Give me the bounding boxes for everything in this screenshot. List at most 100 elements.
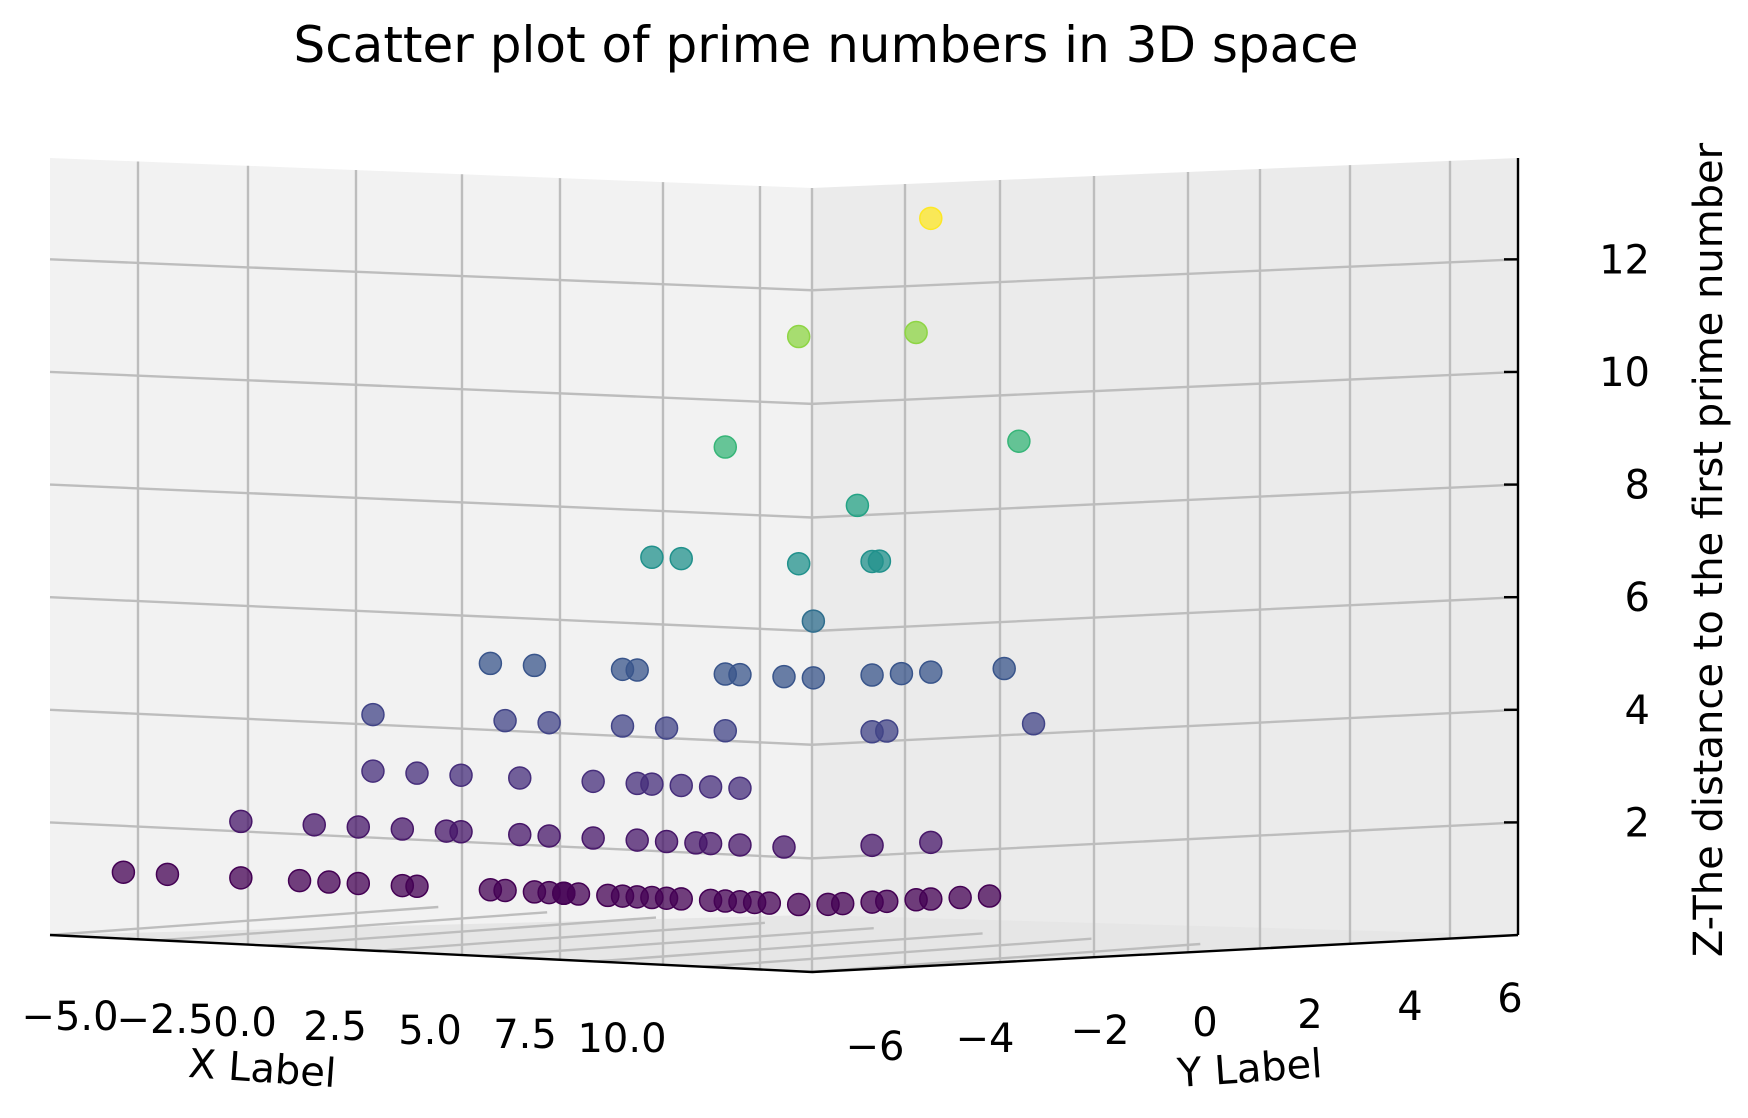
scatter-point	[508, 766, 532, 790]
y-axis-title: Y Label	[1175, 1041, 1324, 1097]
floor-grid-line	[267, 916, 657, 947]
z-tick-label: 10	[1599, 350, 1650, 396]
grid-lines	[49, 160, 1519, 974]
scatter-point	[390, 817, 415, 841]
scatter-point	[904, 320, 928, 345]
scatter-point	[155, 862, 180, 887]
scatter-point	[287, 868, 312, 893]
z-tick-label: 8	[1625, 463, 1650, 509]
grid-line-horizontal	[49, 708, 1519, 746]
scatter-point	[625, 828, 649, 852]
scatter-point	[405, 874, 429, 899]
x-axis-title: X Label	[187, 1041, 338, 1097]
floor-grid-line	[49, 905, 439, 937]
scatter-point	[992, 656, 1016, 681]
scatter-point	[948, 885, 972, 910]
scatter-point	[728, 776, 752, 800]
y-tick-label: 0	[1192, 1000, 1217, 1046]
z-axis-title: Z-The distance to the first prime number	[1686, 142, 1732, 957]
scatter-point	[610, 714, 635, 738]
scatter-point	[757, 891, 782, 915]
y-tick-label: −6	[846, 1024, 905, 1070]
floor-grid-line	[376, 921, 765, 953]
scatter-point	[867, 549, 892, 573]
scatter-point	[889, 661, 914, 686]
scatter-point	[405, 761, 429, 785]
scatter-point	[654, 829, 679, 854]
scatter-point	[772, 835, 796, 859]
x-tick-label: 2.5	[303, 1004, 367, 1050]
floor-grid-line	[703, 937, 1092, 968]
scatter-point	[302, 813, 326, 837]
scatter-point	[478, 651, 503, 676]
scatter-point	[728, 833, 752, 857]
scatter-point	[508, 822, 532, 847]
scatter-point	[654, 716, 679, 740]
scatter-point	[669, 773, 693, 798]
floor-grid-line	[811, 942, 1201, 974]
scatter-point	[830, 891, 855, 916]
scatter-point	[977, 884, 1002, 908]
scatter-point	[919, 887, 943, 911]
scatter-point	[537, 710, 561, 735]
floor-axis-line	[49, 933, 1519, 974]
scatter-point	[493, 878, 517, 903]
scatter-point	[669, 546, 693, 571]
left-pane	[50, 158, 812, 972]
z-tick-label: 6	[1625, 575, 1650, 621]
z-tick-label: 2	[1625, 800, 1650, 846]
axes	[49, 158, 1520, 974]
scatter-point	[229, 866, 253, 890]
scatter-point	[493, 708, 517, 733]
floor-grid-line	[485, 926, 874, 958]
scatter-point	[875, 889, 899, 914]
x-tick-label: −5.0	[21, 994, 118, 1040]
y-tick-label: 2	[1297, 992, 1322, 1038]
floor-grid-line	[158, 911, 548, 942]
scatter-point	[229, 809, 253, 834]
grid-line-horizontal	[49, 821, 1519, 860]
scatter-point	[786, 892, 811, 917]
y-tick-label: −2	[1071, 1008, 1130, 1054]
scatter-point	[875, 719, 899, 743]
scatter-point	[522, 653, 547, 678]
grid-line-horizontal	[49, 483, 1519, 519]
chart-title: Scatter plot of prime numbers in 3D spac…	[293, 16, 1358, 74]
scatter-point	[449, 763, 473, 787]
scatter-point	[713, 719, 738, 743]
scatter-point	[566, 882, 591, 906]
y-tick-label: 4	[1397, 984, 1422, 1030]
scatter-point	[581, 769, 605, 794]
scatter-point	[772, 664, 796, 689]
scatter-point	[845, 493, 870, 518]
scatter-point	[537, 824, 561, 848]
scatter-point	[698, 831, 723, 856]
scatter-point	[346, 871, 371, 896]
x-tick-label: 5.0	[398, 1008, 462, 1054]
y-tick-label: −4	[956, 1016, 1015, 1062]
floor-pane	[50, 915, 1518, 972]
x-tick-label: 7.5	[493, 1012, 557, 1058]
scatter-point	[919, 830, 943, 855]
grid-line-horizontal	[49, 370, 1519, 406]
scatter-point	[625, 658, 649, 682]
scatter-point	[317, 870, 341, 894]
scatter-point	[111, 860, 136, 884]
z-tick-label: 12	[1599, 237, 1650, 283]
scatter-point	[361, 759, 385, 783]
scatter-point	[728, 662, 752, 687]
scatter-point	[919, 206, 943, 231]
scatter-point	[449, 820, 473, 844]
y-tick-label: 6	[1497, 976, 1522, 1022]
scatter-point	[786, 551, 811, 576]
data-points	[111, 206, 1046, 917]
floor-grid-line	[594, 932, 983, 963]
scatter-point	[581, 826, 605, 850]
tick-labels: 2 4 6 8 10 12 −5.0−2.5 0.0 2.5 5.0 7.5 10.0 −6 −4 −2 0 2…	[21, 237, 1650, 1070]
scatter-point	[1007, 429, 1031, 453]
x-tick-label: 0.0	[213, 1000, 277, 1046]
scatter-point	[713, 435, 738, 459]
scatter-point	[669, 887, 693, 911]
scatter-point	[698, 775, 723, 799]
